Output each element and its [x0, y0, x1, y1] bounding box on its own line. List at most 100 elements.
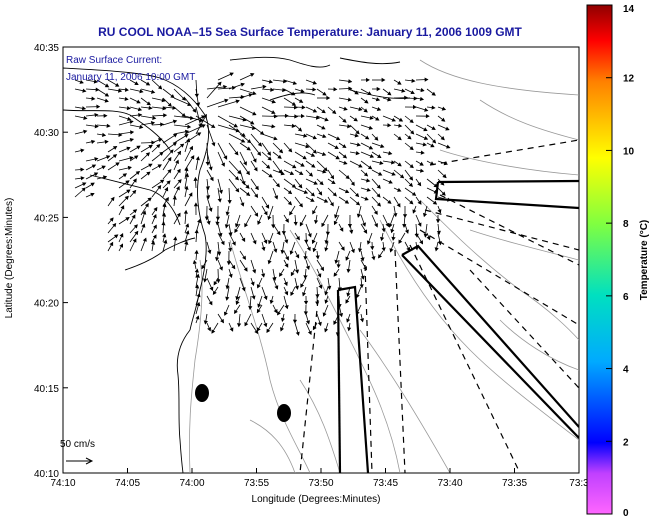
current-vector-head	[224, 98, 229, 103]
current-vector-head	[225, 285, 230, 290]
current-vector-head	[217, 81, 222, 86]
current-vector-head	[303, 311, 308, 316]
current-vector-head	[150, 120, 156, 126]
current-vector-head	[366, 178, 371, 183]
current-vector-head	[235, 99, 240, 104]
current-vector-head	[243, 161, 247, 166]
current-vector-head	[437, 209, 442, 214]
current-vector-head	[300, 283, 305, 288]
current-vector-head	[254, 212, 259, 217]
current-vector-head	[323, 167, 328, 172]
current-vector-head	[146, 101, 151, 106]
current-vector-head	[426, 236, 431, 241]
current-vector-head	[388, 179, 393, 184]
current-vector-head	[217, 251, 222, 256]
current-vector-head	[138, 112, 143, 118]
current-vector-head	[345, 175, 350, 180]
current-vector-head	[124, 87, 129, 92]
current-vector	[206, 151, 212, 170]
current-vector-head	[184, 134, 189, 138]
current-vector	[195, 106, 202, 128]
current-vector-head	[161, 212, 167, 217]
current-vector-head	[263, 295, 268, 301]
current-vector-head	[344, 189, 350, 194]
current-vector-head	[343, 160, 348, 165]
current-vector-head	[223, 155, 228, 160]
station-marker	[195, 384, 209, 402]
current-vector-head	[321, 152, 327, 157]
scale-arrow-icon	[66, 457, 94, 465]
current-vector-head	[240, 202, 245, 207]
current-vector-head	[304, 239, 309, 244]
current-vector-head	[374, 136, 379, 141]
current-vector-head	[301, 113, 305, 119]
current-vector-head	[324, 240, 329, 245]
current-vector-head	[424, 77, 429, 82]
current-vector-head	[176, 185, 180, 191]
current-vector-head	[441, 106, 447, 111]
current-vector-head	[409, 164, 414, 169]
current-vector-head	[252, 111, 257, 116]
current-vector-head	[317, 321, 322, 327]
current-vector-head	[380, 144, 385, 149]
current-vector-head	[162, 233, 167, 238]
current-vector-head	[192, 108, 197, 113]
current-vector	[217, 115, 238, 128]
current-vector-head	[315, 115, 321, 120]
current-vector-head	[275, 183, 280, 188]
current-vector-head	[96, 104, 101, 109]
current-vector-head	[312, 135, 317, 140]
current-vector-head	[271, 99, 277, 104]
current-vector-head	[277, 311, 281, 316]
current-vector-head	[215, 221, 220, 226]
current-vector-head	[417, 222, 422, 227]
current-vector-head	[358, 248, 363, 253]
current-vector-head	[355, 150, 360, 156]
current-vector-head	[436, 230, 441, 235]
current-vector-head	[373, 210, 378, 215]
current-vector-head	[103, 113, 108, 118]
current-vector-head	[365, 135, 370, 140]
current-vector-head	[223, 311, 228, 316]
current-vector-head	[94, 112, 99, 118]
current-vector-head	[446, 144, 451, 149]
current-vector-head	[83, 129, 88, 134]
current-vector-head	[279, 272, 283, 277]
current-vector-head	[136, 145, 141, 150]
current-vector-head	[83, 115, 88, 120]
current-vector-head	[135, 170, 141, 175]
current-vector-head	[216, 279, 221, 284]
y-tick-label: 40:10	[34, 469, 59, 480]
current-vector-head	[130, 130, 135, 135]
current-vector-head	[347, 124, 352, 129]
current-vector-head	[119, 233, 124, 238]
current-vector-head	[376, 193, 381, 198]
current-vector-head	[196, 292, 201, 298]
current-vector-head	[218, 232, 223, 238]
current-vector-head	[284, 291, 289, 296]
current-vector-head	[109, 241, 114, 247]
current-vector-head	[321, 222, 326, 228]
current-vector-head	[188, 192, 193, 197]
current-vector-head	[387, 91, 392, 96]
current-vector-head	[340, 246, 345, 251]
current-vector-head	[193, 202, 199, 207]
current-vector-head	[391, 171, 396, 176]
current-vector-head	[148, 144, 153, 149]
current-vector-head	[110, 196, 115, 202]
current-vector-head	[257, 151, 262, 156]
current-vector-head	[120, 205, 125, 210]
current-vector-head	[380, 236, 385, 242]
current-vector-head	[265, 164, 271, 169]
current-vector-head	[378, 254, 382, 259]
current-vector-head	[312, 108, 318, 113]
current-vector-head	[404, 229, 409, 234]
current-vector-head	[170, 94, 175, 99]
current-vector-head	[284, 239, 289, 244]
current-vector-head	[300, 88, 305, 94]
current-vector-head	[360, 275, 365, 280]
current-vector-head	[346, 292, 351, 297]
current-vector-head	[91, 164, 97, 169]
current-vector-head	[369, 154, 375, 158]
current-vector-head	[122, 173, 127, 178]
